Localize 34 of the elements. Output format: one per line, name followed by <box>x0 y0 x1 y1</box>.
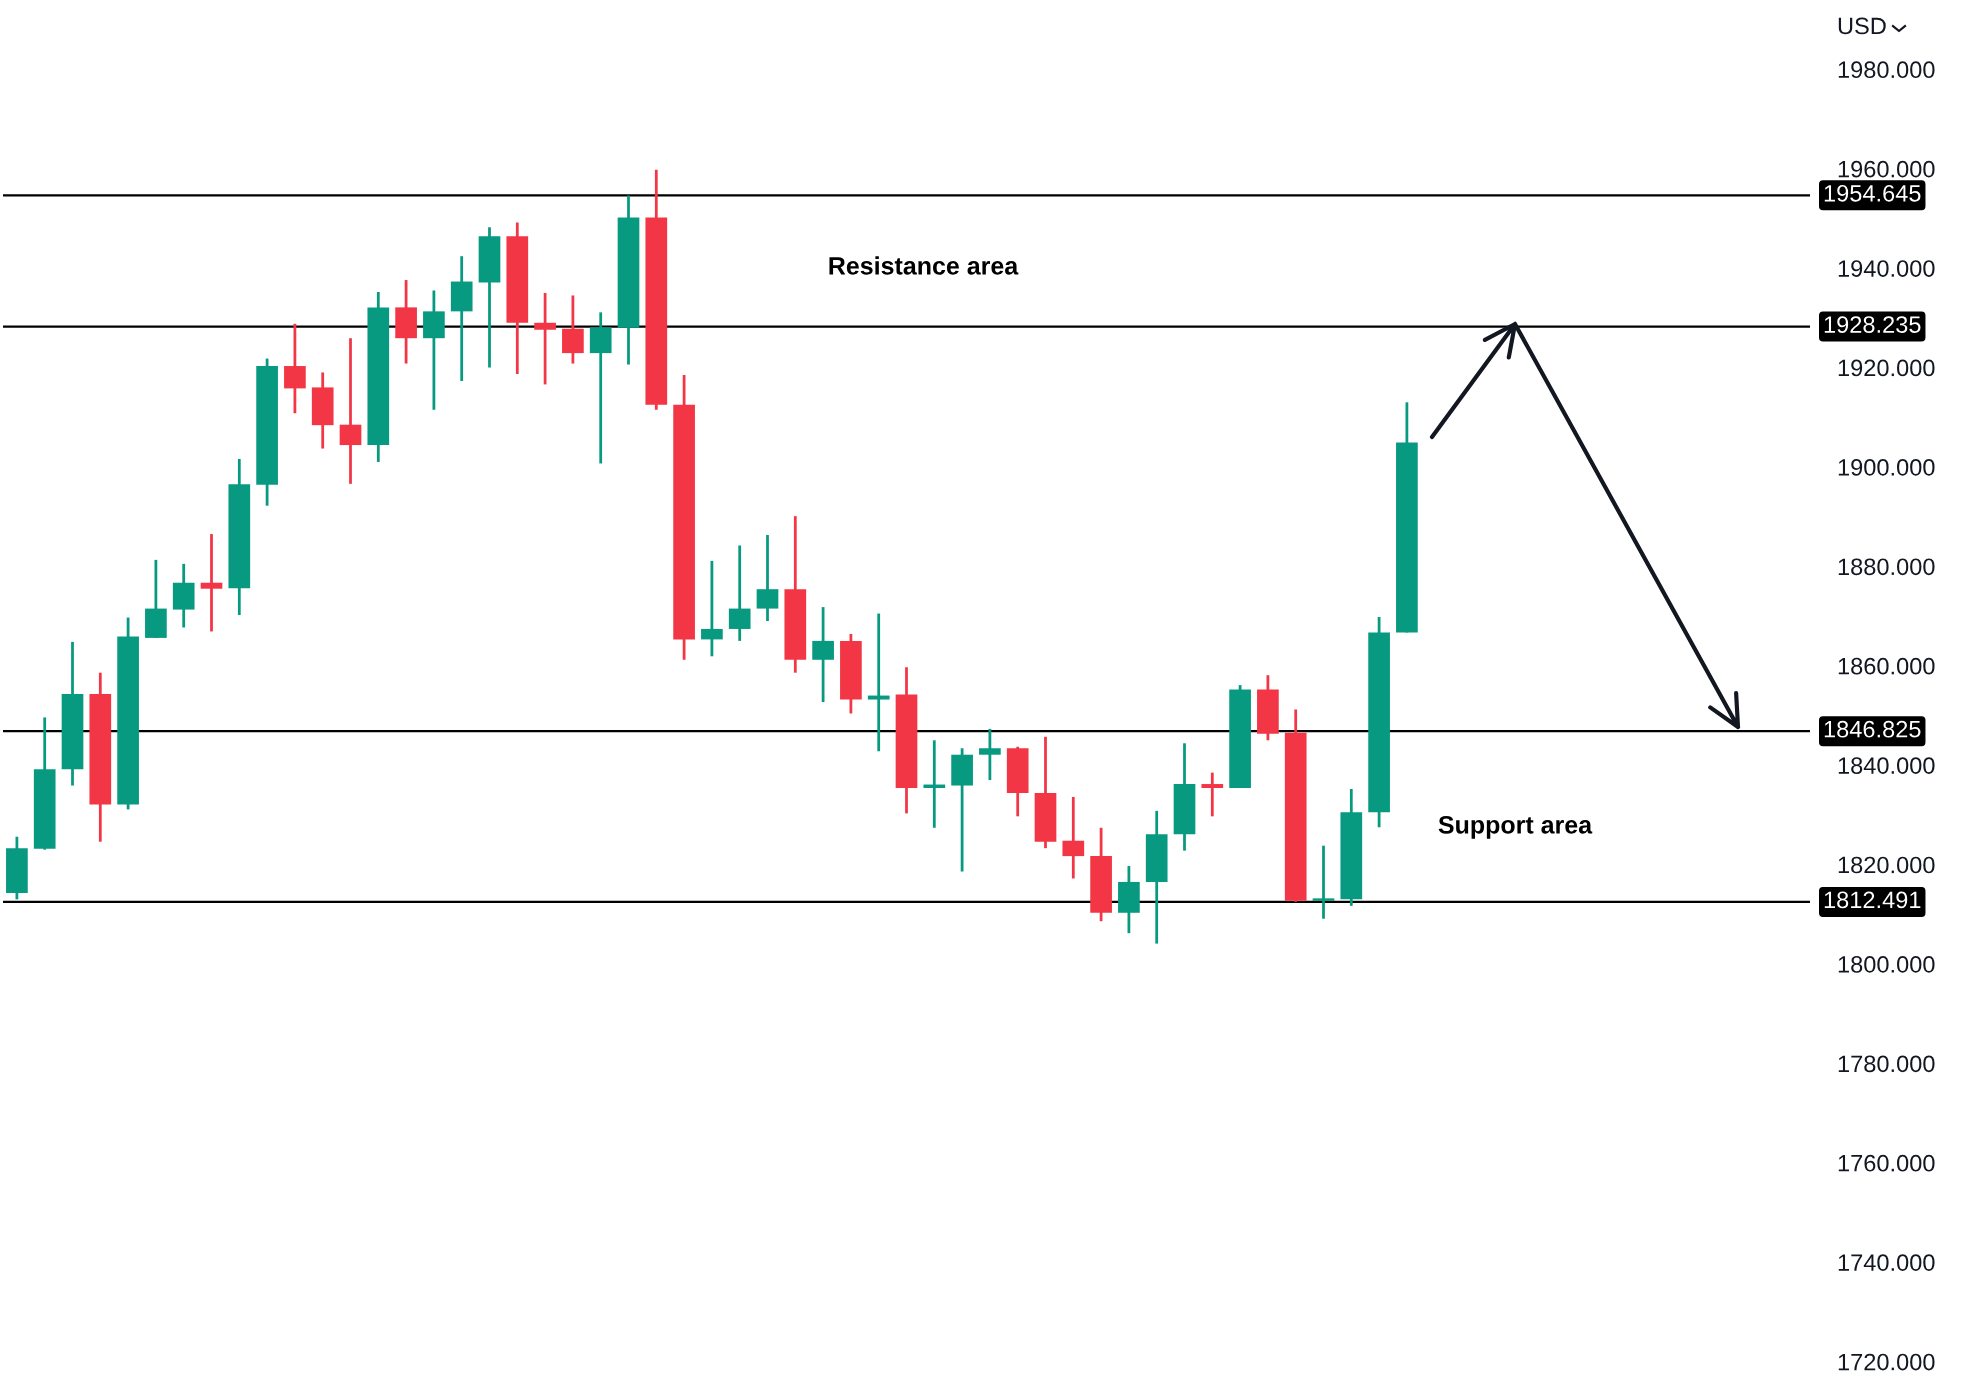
candlestick <box>701 559 723 658</box>
annotation: Support area <box>1438 816 1593 839</box>
y-tick-label: 1860.000 <box>1838 657 1935 675</box>
candlestick <box>200 532 223 633</box>
candlestick <box>1312 844 1335 921</box>
candlestick <box>284 322 306 415</box>
y-tick-label: 1740.000 <box>1838 1254 1935 1271</box>
y-tick-label: 1920.000 <box>1838 359 1935 377</box>
ref-line-label: 1812.491 <box>1824 891 1921 909</box>
candlestick <box>867 612 890 753</box>
y-tick-label: 1960.000 <box>1838 160 1935 178</box>
y-tick-label: 1880.000 <box>1838 558 1935 576</box>
candlestick <box>756 533 779 623</box>
y-tick-label: 1820.000 <box>1838 856 1935 874</box>
y-axis-title: USD <box>1838 17 1886 35</box>
y-tick-label: 1980.000 <box>1838 61 1935 79</box>
candlestick <box>534 291 556 386</box>
y-tick-label: 1800.000 <box>1838 956 1935 973</box>
y-tick-label: 1840.000 <box>1838 757 1935 774</box>
y-tick-label: 1940.000 <box>1838 260 1935 277</box>
candlestick <box>812 605 834 704</box>
y-tick-label: 1720.000 <box>1838 1353 1935 1371</box>
ref-line-label: 1846.825 <box>1824 720 1921 738</box>
y-tick-label: 1900.000 <box>1838 459 1935 476</box>
candlestick <box>1062 795 1085 880</box>
candlestick <box>339 336 362 486</box>
candlestick <box>728 544 751 643</box>
ref-line-label: 1928.235 <box>1824 316 1921 333</box>
annotation: Resistance area <box>829 256 1019 275</box>
candlestick <box>1201 771 1224 818</box>
ref-line-label: 1954.645 <box>1824 184 1921 202</box>
y-tick-label: 1780.000 <box>1838 1055 1935 1073</box>
candlestick <box>979 727 1001 782</box>
y-tick-label: 1760.000 <box>1838 1154 1935 1172</box>
